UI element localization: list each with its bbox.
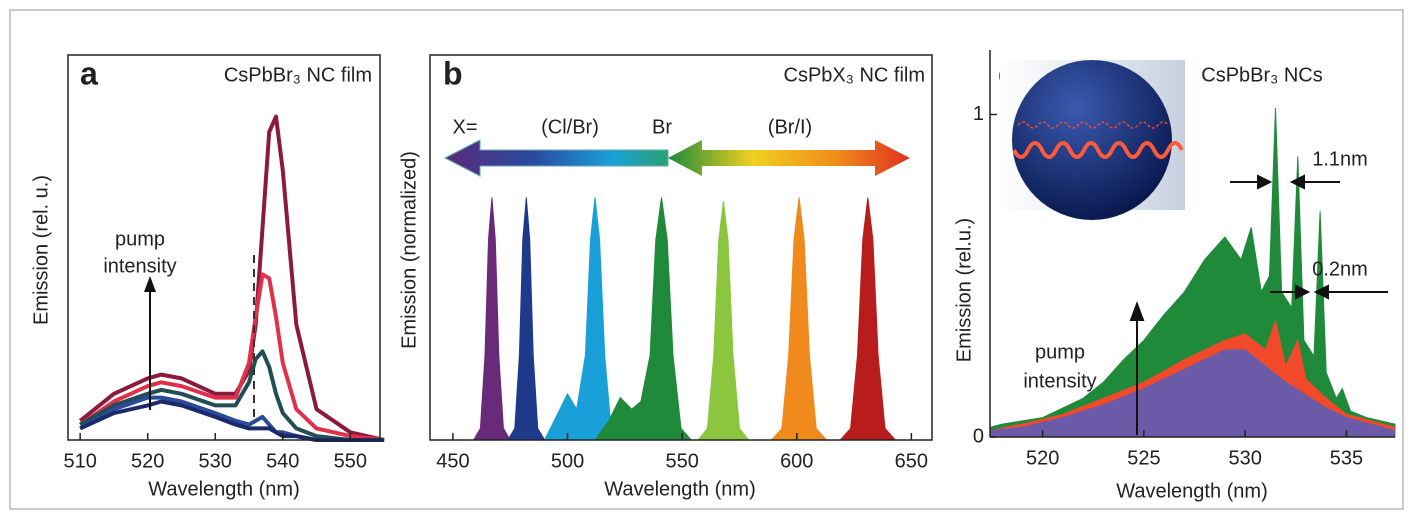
annotation: X= (452, 116, 477, 138)
arrow-head (144, 276, 156, 292)
x-axis-label: Wavelength (nm) (148, 478, 300, 500)
panel-title: CsPbBr₃ NC film (224, 64, 372, 86)
line (78, 114, 385, 442)
line (79, 399, 385, 442)
x-tick-label: 530 (199, 450, 232, 472)
fwhm-arrows (1129, 174, 1388, 435)
x-tick-label: 550 (334, 450, 367, 472)
annotation: (Cl/Br) (541, 116, 599, 138)
area (594, 197, 693, 441)
annotation: 0.2nm (1312, 258, 1368, 280)
annotation: intensity (1023, 370, 1096, 392)
area (989, 349, 1396, 438)
area (507, 197, 546, 441)
y-tick-label: 1 (973, 103, 984, 125)
line (79, 349, 385, 442)
area (839, 197, 897, 441)
x-tick-label: 520 (131, 450, 164, 472)
inset-wave (1012, 141, 1184, 159)
x-tick-label: 535 (1330, 447, 1363, 469)
area (543, 197, 624, 441)
x-tick-label: 520 (1026, 447, 1059, 469)
annotation: 1.1nm (1312, 148, 1368, 170)
panel-title: CsPbX₃ NC film (784, 64, 926, 86)
annotation: (Br/I) (768, 116, 812, 138)
x-tick-label: 510 (63, 450, 96, 472)
line (79, 272, 385, 442)
y-axis-label: Emission (rel. u.) (30, 175, 52, 325)
panel: 450 500 550 600 650 b CsPbX₃ NC film Wavelength… (398, 54, 933, 500)
figure-border (9, 9, 1404, 510)
arrow-cl-br (443, 139, 669, 177)
x-tick-label: 500 (551, 450, 584, 472)
y-axis-label: Emission (rel.u.) (953, 218, 975, 362)
panel-title: CsPbBr₃ NCs (1201, 64, 1323, 86)
x-tick-label: 550 (665, 450, 698, 472)
annotation: pump (115, 228, 165, 250)
x-tick-label: 525 (1127, 447, 1160, 469)
x-tick-label: 450 (436, 450, 469, 472)
annotation: pump (1035, 341, 1085, 363)
x-tick-label: 600 (780, 450, 813, 472)
annotation: intensity (103, 255, 176, 277)
panel-label: b (443, 55, 463, 91)
inset-sphere (1012, 60, 1172, 220)
x-tick-label: 540 (266, 450, 299, 472)
plot-frame (67, 54, 381, 441)
x-tick-label: 650 (895, 450, 928, 472)
area (770, 197, 828, 441)
plot-frame (429, 54, 933, 441)
area (472, 197, 512, 441)
area (697, 201, 750, 441)
panel-label: a (80, 55, 98, 91)
x-axis-label: Wavelength (nm) (604, 478, 756, 500)
panel: 510 520 530 540 550 a CsPbBr₃ NC film Wavelengt… (30, 54, 385, 500)
arrow-br-i (668, 140, 910, 176)
x-axis-label: Wavelength (nm) (1116, 480, 1268, 502)
x-tick-label: 530 (1228, 447, 1261, 469)
annotation: Br (652, 116, 672, 138)
y-tick-label: 0 (973, 425, 984, 447)
y-axis-label: Emission (normalized) (398, 151, 420, 349)
